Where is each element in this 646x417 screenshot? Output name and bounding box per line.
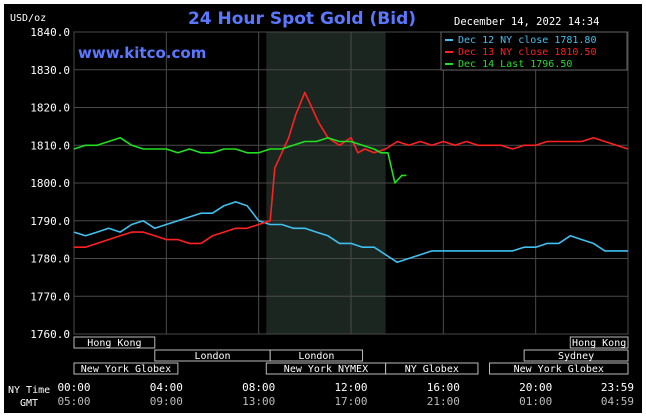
session-bar xyxy=(73,336,156,349)
session-hong-kong: Hong Kong xyxy=(569,336,629,349)
session-label: London xyxy=(298,351,334,362)
session-london: London xyxy=(269,349,364,362)
x-tick-label-gmt: 17:00 xyxy=(334,395,367,408)
y-tick-label: 1840.0 xyxy=(30,26,70,39)
y-tick-label: 1830.0 xyxy=(30,64,70,77)
session-new-york-globex: New York Globex xyxy=(489,362,629,375)
x-tick-label-ny: 00:00 xyxy=(57,381,90,394)
x-tick-label-ny: 23:59 xyxy=(601,381,634,394)
session-bar xyxy=(489,362,629,375)
timestamp: December 14, 2022 14:34 xyxy=(454,16,599,28)
session-label: New York Globex xyxy=(81,364,171,375)
x-tick-label-ny: 16:00 xyxy=(427,381,460,394)
x-tick-label-gmt: 13:00 xyxy=(242,395,275,408)
session-bar xyxy=(569,336,629,349)
session-bar xyxy=(269,349,364,362)
session-label: Hong Kong xyxy=(87,338,141,349)
legend-box xyxy=(440,31,628,71)
session-label: Sydney xyxy=(558,351,594,362)
session-label: London xyxy=(194,351,230,362)
session-sydney: Sydney xyxy=(523,349,629,362)
y-axis-ticks: 1840.0 1830.0 1820.0 1810.0 1800.0 1790.0 1780… xyxy=(30,26,70,341)
x-tick-label-gmt: 04:59 xyxy=(601,395,634,408)
session-label: Hong Kong xyxy=(572,338,626,349)
session-new-york-globex: New York Globex xyxy=(73,362,179,375)
legend-entry: Dec 14 Last 1796.50 xyxy=(458,59,572,70)
session-bar xyxy=(73,362,179,375)
series-line-3 xyxy=(73,136,407,184)
y-tick-label: 1780.0 xyxy=(30,253,70,266)
ny-time-label: NY Time xyxy=(8,385,50,396)
chart-title: 24 Hour Spot Gold (Bid) xyxy=(188,9,416,29)
website-label: www.kitco.com xyxy=(78,44,206,62)
x-tick-label-ny: 04:00 xyxy=(150,381,183,394)
session-new-york-nymex: New York NYMEX xyxy=(265,362,387,375)
session-bar xyxy=(385,362,479,375)
gmt-label: GMT xyxy=(20,398,38,409)
session-london: London xyxy=(154,349,271,362)
x-tick-label-ny: 12:00 xyxy=(334,381,367,394)
session-label: NY Globex xyxy=(405,364,459,375)
y-tick-label: 1770.0 xyxy=(30,290,70,303)
x-tick-label-gmt: 09:00 xyxy=(150,395,183,408)
market-sessions: Hong Kong Hong Kong London London Sydney New … xyxy=(73,336,629,375)
session-hong-kong: Hong Kong xyxy=(73,336,156,349)
y-tick-label: 1760.0 xyxy=(30,328,70,341)
session-label: New York NYMEX xyxy=(284,364,368,375)
session-bar xyxy=(523,349,629,362)
y-tick-label: 1820.0 xyxy=(30,102,70,115)
x-tick-label-gmt: 21:00 xyxy=(427,395,460,408)
x-tick-label-gmt: 05:00 xyxy=(57,395,90,408)
session-ny-globex: NY Globex xyxy=(385,362,479,375)
x-tick-label-ny: 08:00 xyxy=(242,381,275,394)
legend-entry: Dec 12 NY close 1781.80 xyxy=(458,35,596,46)
series-line-1 xyxy=(73,201,628,264)
y-tick-label: 1810.0 xyxy=(30,139,70,152)
y-axis-label: USD/oz xyxy=(10,13,46,24)
y-tick-label: 1790.0 xyxy=(30,215,70,228)
series-line-2 xyxy=(74,91,629,248)
y-tick-label: 1800.0 xyxy=(30,177,70,190)
session-label: New York Globex xyxy=(514,364,604,375)
x-tick-label-ny: 20:00 xyxy=(519,381,552,394)
legend-entry: Dec 13 NY close 1810.50 xyxy=(458,47,596,58)
x-tick-label-gmt: 01:00 xyxy=(519,395,552,408)
series-layer xyxy=(73,91,629,264)
